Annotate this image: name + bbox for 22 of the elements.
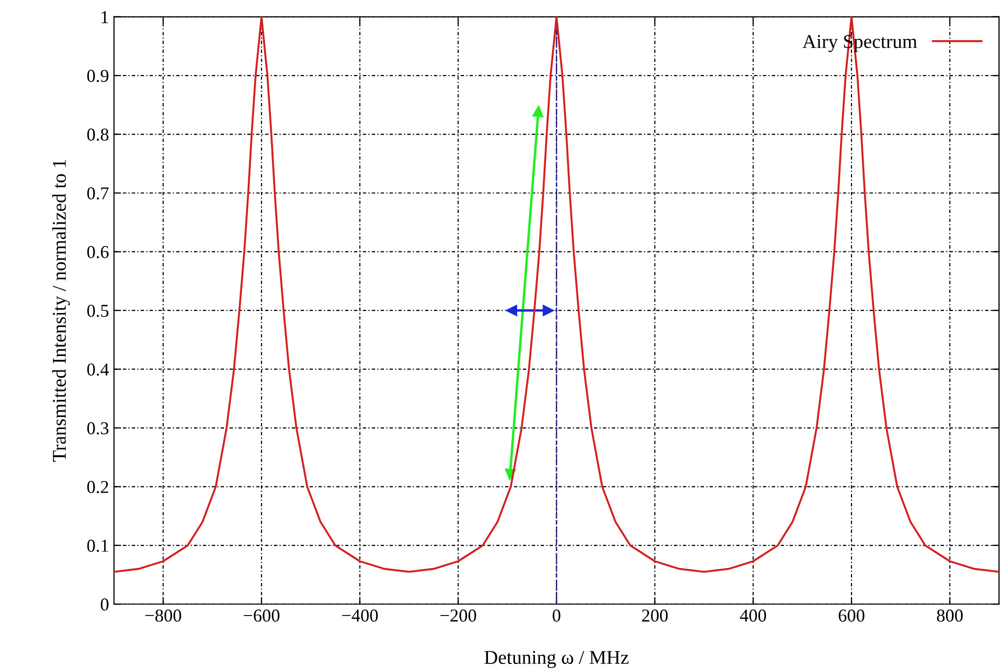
x-tick-label: −600 <box>244 610 280 622</box>
y-tick-label: 1 <box>102 11 108 24</box>
y-tick-label: 0.1 <box>87 540 108 552</box>
y-tick-label: 0.7 <box>87 187 109 200</box>
x-tick-label: 800 <box>936 610 963 622</box>
y-tick-label: 0 <box>100 598 108 611</box>
y-tick-label: 0.6 <box>87 246 109 258</box>
x-tick-label: 200 <box>642 610 668 622</box>
x-tick-label: −800 <box>145 610 182 622</box>
y-tick-label: 0.4 <box>87 363 109 376</box>
x-tick-label: −200 <box>440 610 476 622</box>
x-axis-title: Detuning ω / MHz <box>484 650 629 668</box>
y-tick-label: 0.3 <box>87 422 108 434</box>
x-tick-label: 0 <box>552 610 560 622</box>
x-tick-label: 400 <box>740 610 766 622</box>
y-tick-label: 0.9 <box>87 70 108 82</box>
x-tick-label: 600 <box>838 610 864 622</box>
x-tick-label: −400 <box>342 610 378 622</box>
y-tick-label: 0.2 <box>87 480 108 494</box>
y-tick-label: 0.8 <box>87 128 108 141</box>
y-tick-label: 0.5 <box>87 304 108 317</box>
y-axis-title: Transmitted Intensity / normalized to 1 <box>52 160 70 462</box>
